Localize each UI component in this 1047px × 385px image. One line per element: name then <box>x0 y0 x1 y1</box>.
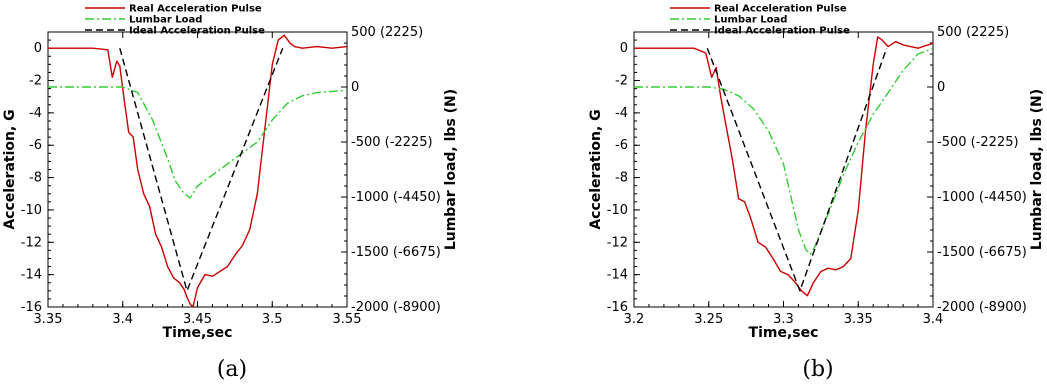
x-axis-label: Time,sec <box>163 325 233 341</box>
y2-axis-label: Lumbar load, lbs (N) <box>1029 89 1045 250</box>
subfigure-caption: (a) <box>217 357 247 382</box>
y2-tick-label: -1000 (-4450) <box>937 190 1027 205</box>
y-axis-label: Acceleration, G <box>588 109 604 229</box>
y2-tick-label: -1000 (-4450) <box>351 190 441 205</box>
y-tick-label: -16 <box>21 300 42 315</box>
legend-label: Ideal Acceleration Pulse <box>714 26 850 37</box>
y2-axis-label: Lumbar load, lbs (N) <box>443 89 459 250</box>
plot-frame <box>634 32 933 307</box>
y-tick-label: -10 <box>607 203 628 218</box>
y-tick-label: -4 <box>615 106 628 121</box>
y-tick-label: -8 <box>615 171 628 186</box>
chart-b: 3.2 3.25 3.3 3.35 3.40-2-4-6-8-10-12-14-1650… <box>588 4 1045 383</box>
y-tick-label: -4 <box>29 106 42 121</box>
y-tick-label: -14 <box>607 268 628 283</box>
y-tick-label: -12 <box>21 235 42 250</box>
y2-tick-label: -1500 (-6675) <box>351 245 441 260</box>
series-line-lumbar-load <box>48 87 347 198</box>
series-line-ideal-acceleration-pulse <box>120 48 283 291</box>
y-tick-label: -8 <box>29 171 42 186</box>
y-tick-label: -2 <box>615 74 628 89</box>
y-tick-label: 0 <box>34 41 42 56</box>
y-tick-label: -10 <box>21 203 42 218</box>
y-tick-label: -6 <box>29 138 42 153</box>
legend-label: Ideal Acceleration Pulse <box>129 26 265 37</box>
chart-a: 3.35 3.4 3.45 3.5 3.550-2-4-6-8-10-12-14-165… <box>2 4 459 383</box>
x-tick-label: 3.4 <box>112 312 133 327</box>
legend-label: Lumbar Load <box>714 15 787 26</box>
series-line-real-acceleration-pulse <box>48 35 347 307</box>
series-line-lumbar-load <box>634 49 933 255</box>
series-group <box>634 37 933 296</box>
y-tick-label: -16 <box>607 300 628 315</box>
y-tick-label: -6 <box>615 138 628 153</box>
y2-tick-label: -500 (-2225) <box>937 135 1019 150</box>
x-tick-label: 3.35 <box>844 312 873 327</box>
legend-label: Real Acceleration Pulse <box>129 4 262 15</box>
x-tick-label: 3.25 <box>694 312 723 327</box>
y2-tick-label: 0 <box>937 80 945 95</box>
subfigure-caption: (b) <box>802 357 833 382</box>
x-axis-label: Time,sec <box>749 325 819 341</box>
y-tick-label: 0 <box>620 41 628 56</box>
y2-tick-label: -1500 (-6675) <box>937 245 1027 260</box>
legend-label: Real Acceleration Pulse <box>714 4 847 15</box>
y2-tick-label: 0 <box>351 80 359 95</box>
y2-tick-label: 500 (2225) <box>351 25 423 40</box>
series-group <box>48 35 347 307</box>
y2-tick-label: 500 (2225) <box>937 25 1009 40</box>
y-tick-label: -14 <box>21 268 42 283</box>
y-tick-label: -12 <box>607 235 628 250</box>
y2-tick-label: -2000 (-8900) <box>937 300 1027 315</box>
y-tick-label: -2 <box>29 74 42 89</box>
y2-tick-label: -500 (-2225) <box>351 135 433 150</box>
x-tick-label: 3.5 <box>262 312 283 327</box>
y-axis-label: Acceleration, G <box>2 109 18 229</box>
legend-label: Lumbar Load <box>129 15 202 26</box>
y2-tick-label: -2000 (-8900) <box>351 300 441 315</box>
